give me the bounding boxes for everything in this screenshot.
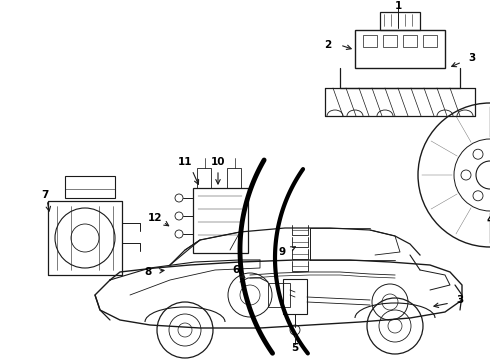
Bar bbox=[65, 176, 115, 198]
Text: 11: 11 bbox=[178, 157, 192, 167]
Bar bbox=[193, 188, 248, 253]
Text: 4: 4 bbox=[486, 215, 490, 225]
Text: 9: 9 bbox=[278, 247, 286, 257]
Bar bbox=[363, 35, 377, 47]
Text: 3: 3 bbox=[468, 53, 476, 63]
Text: 8: 8 bbox=[145, 267, 151, 277]
Text: 5: 5 bbox=[292, 343, 298, 353]
Text: 12: 12 bbox=[148, 213, 162, 223]
Text: 6: 6 bbox=[232, 265, 240, 275]
Bar bbox=[380, 12, 420, 30]
Text: 7: 7 bbox=[41, 190, 49, 200]
Text: 10: 10 bbox=[211, 157, 225, 167]
Bar bbox=[383, 35, 397, 47]
Text: 2: 2 bbox=[324, 40, 332, 50]
Bar bbox=[423, 35, 437, 47]
Bar bbox=[197, 168, 211, 188]
Bar bbox=[227, 168, 241, 188]
Text: 1: 1 bbox=[394, 1, 402, 11]
Bar bbox=[283, 279, 307, 314]
Bar bbox=[403, 35, 417, 47]
Bar bbox=[268, 283, 290, 307]
Bar bbox=[355, 30, 445, 68]
Text: 3: 3 bbox=[456, 295, 464, 305]
